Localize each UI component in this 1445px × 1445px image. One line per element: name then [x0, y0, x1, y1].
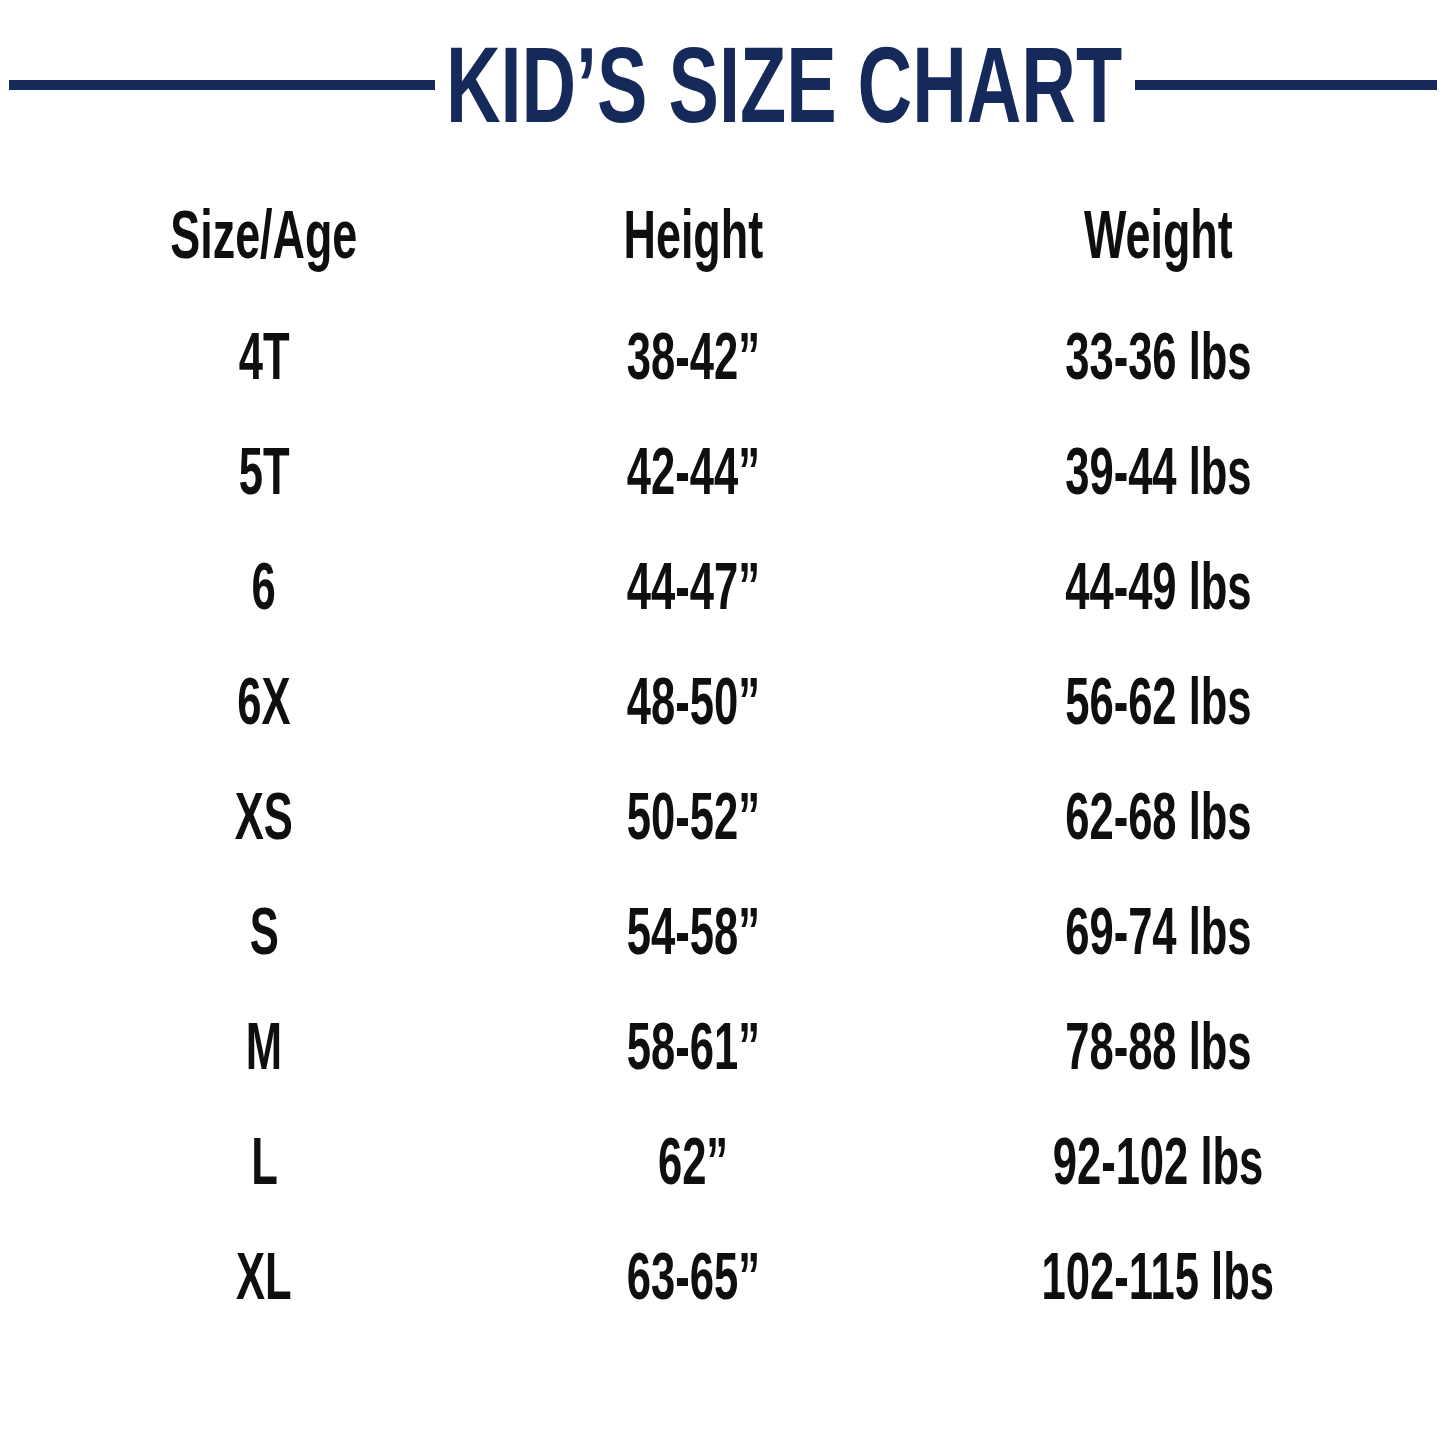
- size-value: S: [249, 897, 278, 964]
- table-row-xl: XL 63-65” 102-115 lbs: [0, 1218, 1445, 1333]
- table-row-l: L 62” 92-102 lbs: [0, 1103, 1445, 1218]
- cell-size: 6X: [0, 643, 528, 758]
- height-value: 58-61”: [626, 1012, 759, 1079]
- cell-height: 50-52”: [528, 758, 858, 873]
- weight-value: 102-115 lbs: [1042, 1242, 1274, 1309]
- table-header-row: Size/Age Height Weight: [0, 170, 1445, 298]
- size-value: M: [246, 1012, 282, 1079]
- page-title-text: KID’S SIZE CHART: [446, 31, 1122, 139]
- cell-weight: 44-49 lbs: [858, 528, 1445, 643]
- cell-height: 63-65”: [528, 1218, 858, 1333]
- table-row-6x: 6X 48-50” 56-62 lbs: [0, 643, 1445, 758]
- height-value: 50-52”: [626, 782, 759, 849]
- cell-size: XS: [0, 758, 528, 873]
- weight-value: 92-102 lbs: [1053, 1127, 1264, 1194]
- cell-weight: 39-44 lbs: [858, 413, 1445, 528]
- cell-height: 44-47”: [528, 528, 858, 643]
- title-section: KID’S SIZE CHART: [0, 0, 1445, 170]
- height-value: 63-65”: [626, 1242, 759, 1309]
- cell-weight: 33-36 lbs: [858, 298, 1445, 413]
- title-rule-left: [9, 80, 435, 90]
- cell-size: 6: [0, 528, 528, 643]
- size-value: 6X: [237, 667, 290, 734]
- table-row-s: S 54-58” 69-74 lbs: [0, 873, 1445, 988]
- column-header-height: Height: [528, 170, 858, 298]
- table-row-xs: XS 50-52” 62-68 lbs: [0, 758, 1445, 873]
- size-value: 6: [252, 552, 276, 619]
- height-value: 38-42”: [626, 322, 759, 389]
- cell-size: XL: [0, 1218, 528, 1333]
- cell-weight: 56-62 lbs: [858, 643, 1445, 758]
- height-value: 48-50”: [626, 667, 759, 734]
- cell-size: 4T: [0, 298, 528, 413]
- cell-size: 5T: [0, 413, 528, 528]
- size-value: XS: [235, 782, 293, 849]
- cell-height: 42-44”: [528, 413, 858, 528]
- column-header-weight-label: Weight: [1084, 200, 1233, 269]
- kids-size-chart-page: KID’S SIZE CHART Size/Age Height Weight …: [0, 0, 1445, 1445]
- table-row-6: 6 44-47” 44-49 lbs: [0, 528, 1445, 643]
- column-header-size-age: Size/Age: [0, 170, 528, 298]
- height-value: 62”: [658, 1127, 728, 1194]
- height-value: 42-44”: [626, 437, 759, 504]
- table-row-m: M 58-61” 78-88 lbs: [0, 988, 1445, 1103]
- weight-value: 78-88 lbs: [1065, 1012, 1251, 1079]
- cell-height: 58-61”: [528, 988, 858, 1103]
- cell-weight: 78-88 lbs: [858, 988, 1445, 1103]
- weight-value: 62-68 lbs: [1065, 782, 1251, 849]
- weight-value: 56-62 lbs: [1065, 667, 1251, 734]
- size-value: XL: [236, 1242, 292, 1309]
- cell-size: S: [0, 873, 528, 988]
- column-header-size-age-label: Size/Age: [171, 200, 358, 269]
- size-value: 4T: [239, 322, 290, 389]
- cell-size: M: [0, 988, 528, 1103]
- size-value: 5T: [239, 437, 290, 504]
- height-value: 54-58”: [626, 897, 759, 964]
- cell-size: L: [0, 1103, 528, 1218]
- size-table: Size/Age Height Weight 4T 38-42” 33-36 l…: [0, 170, 1445, 1333]
- weight-value: 44-49 lbs: [1065, 552, 1251, 619]
- cell-height: 62”: [528, 1103, 858, 1218]
- cell-height: 38-42”: [528, 298, 858, 413]
- cell-weight: 92-102 lbs: [858, 1103, 1445, 1218]
- height-value: 44-47”: [626, 552, 759, 619]
- column-header-weight: Weight: [858, 170, 1445, 298]
- weight-value: 39-44 lbs: [1065, 437, 1251, 504]
- cell-weight: 102-115 lbs: [858, 1218, 1445, 1333]
- page-title: KID’S SIZE CHART: [441, 31, 1129, 139]
- column-header-height-label: Height: [623, 200, 763, 269]
- table-row-4t: 4T 38-42” 33-36 lbs: [0, 298, 1445, 413]
- cell-weight: 69-74 lbs: [858, 873, 1445, 988]
- size-value: L: [251, 1127, 278, 1194]
- cell-weight: 62-68 lbs: [858, 758, 1445, 873]
- title-rule-right: [1135, 80, 1437, 90]
- table-row-5t: 5T 42-44” 39-44 lbs: [0, 413, 1445, 528]
- cell-height: 54-58”: [528, 873, 858, 988]
- weight-value: 33-36 lbs: [1065, 322, 1251, 389]
- cell-height: 48-50”: [528, 643, 858, 758]
- weight-value: 69-74 lbs: [1065, 897, 1251, 964]
